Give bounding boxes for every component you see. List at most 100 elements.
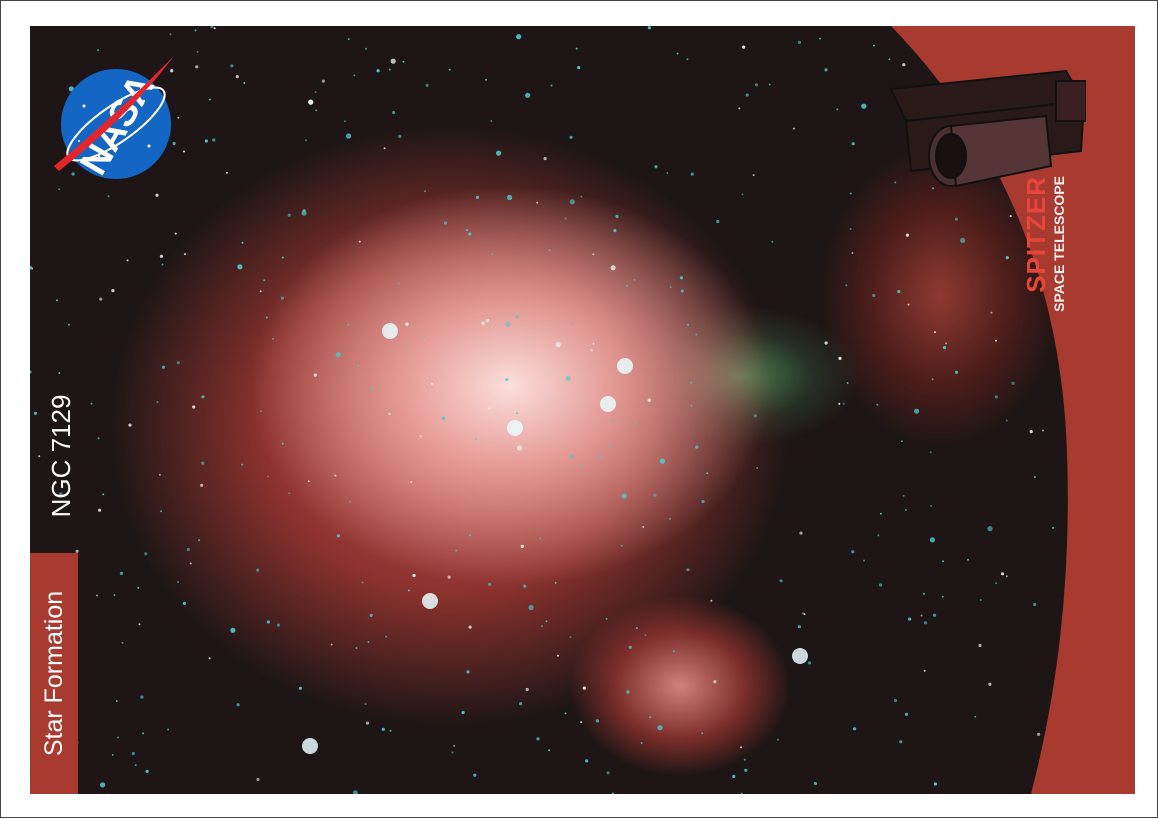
star: [738, 107, 741, 110]
star: [33, 411, 37, 415]
star: [861, 103, 867, 109]
star: [315, 109, 318, 112]
star: [241, 241, 244, 244]
star: [307, 480, 310, 483]
star: [590, 349, 593, 352]
bright-star: [507, 420, 523, 436]
star: [159, 254, 163, 258]
star: [745, 93, 749, 97]
star: [115, 700, 118, 702]
star: [347, 323, 350, 326]
star: [352, 790, 358, 794]
star: [491, 253, 494, 256]
star: [676, 52, 679, 55]
star: [777, 738, 779, 741]
star: [797, 40, 802, 44]
star: [235, 75, 239, 79]
star: [523, 584, 527, 588]
star: [570, 455, 574, 459]
star: [904, 712, 909, 716]
star: [967, 558, 969, 561]
star: [679, 276, 684, 280]
star: [461, 710, 465, 715]
star: [592, 342, 595, 345]
star: [145, 769, 149, 774]
star: [580, 463, 583, 466]
star: [974, 715, 977, 718]
bright-star: [617, 358, 633, 374]
star: [1033, 476, 1036, 478]
star: [176, 361, 180, 365]
star: [807, 661, 812, 665]
star: [113, 594, 116, 597]
star: [259, 290, 262, 293]
star: [942, 560, 945, 563]
star: [740, 746, 742, 749]
star: [557, 654, 559, 657]
star: [200, 483, 204, 487]
star: [1037, 732, 1041, 736]
star: [505, 378, 509, 382]
star: [633, 278, 636, 281]
star: [569, 636, 572, 639]
star: [355, 647, 358, 650]
star: [302, 209, 306, 213]
bright-star: [382, 323, 398, 339]
star: [430, 382, 433, 385]
star: [894, 181, 897, 184]
star: [548, 249, 551, 252]
star: [195, 65, 199, 69]
star: [107, 195, 110, 198]
spitzer-telescope-icon: [889, 69, 1086, 188]
star: [55, 299, 58, 302]
star: [1029, 430, 1033, 434]
star: [545, 620, 548, 623]
star: [582, 686, 586, 690]
star: [716, 219, 720, 224]
star: [142, 732, 145, 735]
star: [383, 147, 386, 150]
star: [569, 135, 573, 139]
star: [267, 475, 269, 478]
star: [994, 395, 998, 399]
star: [920, 614, 923, 617]
star: [410, 481, 413, 484]
star: [182, 601, 186, 606]
star: [451, 751, 454, 754]
star: [690, 404, 693, 407]
star: [899, 740, 903, 744]
star: [419, 435, 422, 438]
star: [620, 544, 623, 547]
star: [266, 620, 270, 624]
star: [388, 412, 391, 415]
star: [204, 139, 208, 143]
star: [897, 290, 901, 294]
star: [907, 303, 910, 306]
star: [902, 63, 906, 67]
star: [1005, 419, 1008, 422]
star: [744, 768, 748, 772]
star: [357, 364, 360, 367]
star: [686, 568, 690, 572]
star: [995, 582, 998, 585]
star: [335, 352, 341, 358]
star: [475, 195, 479, 199]
star: [605, 617, 608, 620]
star: [1009, 215, 1012, 218]
star: [183, 253, 186, 256]
star: [550, 84, 553, 87]
star: [873, 44, 875, 47]
star: [210, 26, 214, 29]
star: [281, 256, 284, 259]
star: [577, 66, 581, 70]
star: [554, 581, 557, 584]
star: [824, 341, 828, 345]
star: [496, 150, 502, 156]
star: [121, 641, 124, 644]
star: [364, 703, 367, 706]
star: [365, 721, 370, 725]
star: [140, 695, 144, 699]
star: [612, 419, 615, 422]
star: [475, 438, 478, 441]
star: [161, 263, 164, 266]
